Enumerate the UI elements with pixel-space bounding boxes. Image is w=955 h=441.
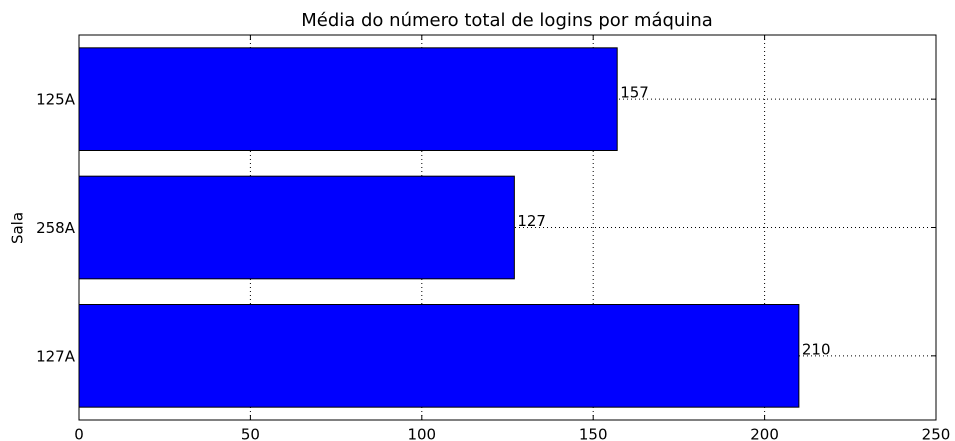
value-label: 210 <box>802 340 831 358</box>
chart-title: Média do número total de logins por máqu… <box>301 10 713 31</box>
value-label: 127 <box>517 212 546 230</box>
y-tick-label: 125A <box>36 91 76 109</box>
y-tick-label: 258A <box>36 219 76 237</box>
x-tick-label: 250 <box>922 426 951 441</box>
y-axis-label: Sala <box>9 212 27 244</box>
plot-frame <box>78 34 937 421</box>
bar <box>78 47 618 151</box>
value-label: 157 <box>620 84 649 102</box>
bar <box>78 175 515 280</box>
x-tick-label: 200 <box>750 426 779 441</box>
x-tick-label: 0 <box>74 426 84 441</box>
x-tick-label: 50 <box>241 426 260 441</box>
bar <box>78 304 800 408</box>
x-tick-label: 150 <box>579 426 608 441</box>
y-tick-label: 127A <box>36 347 76 365</box>
x-tick-label: 100 <box>407 426 436 441</box>
